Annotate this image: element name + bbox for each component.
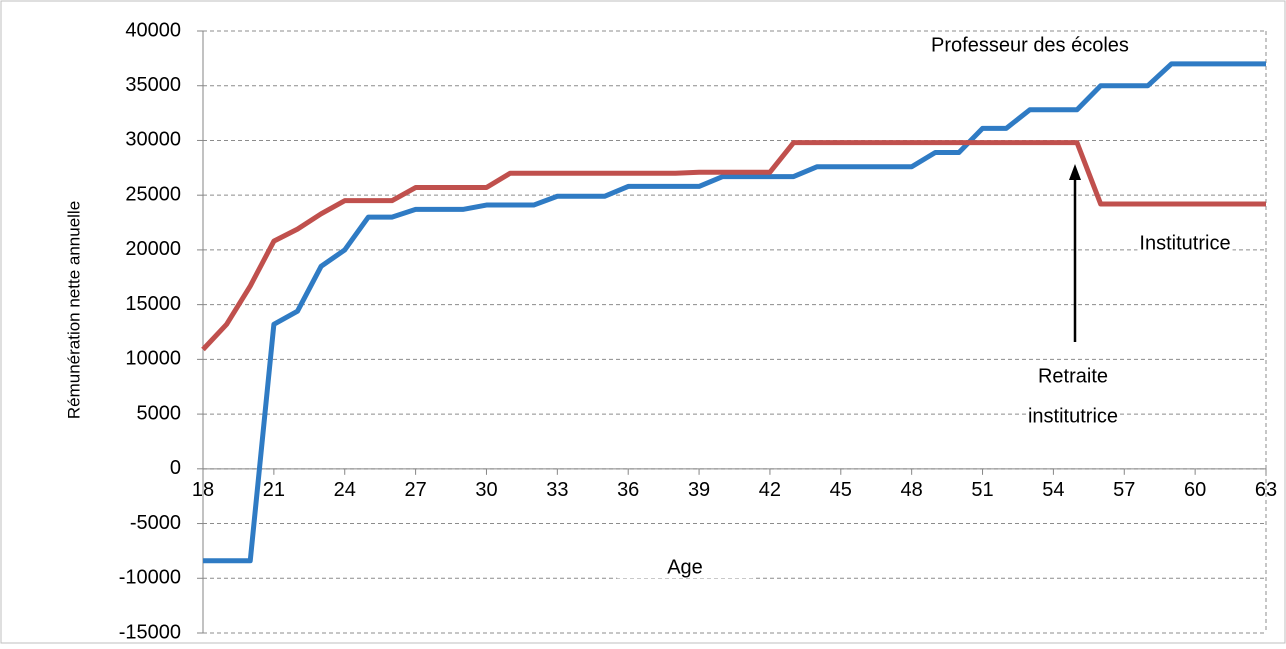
label-background — [1025, 405, 1121, 428]
x-tick-label: 54 — [1042, 479, 1064, 501]
annotation: Retraite — [1038, 365, 1108, 387]
series-label: Professeur des écoles — [931, 34, 1129, 56]
labels: -15000 -10000 -5000 0 5000 10000 15000 20000 250… — [119, 19, 1277, 643]
series-label: Institutrice — [1139, 232, 1230, 254]
y-tick-label: 25000 — [125, 183, 181, 205]
y-tick-label: 30000 — [125, 129, 181, 151]
y-tick-label: 35000 — [125, 74, 181, 96]
x-tick-label: 24 — [334, 479, 356, 501]
y-tick-label: 5000 — [137, 402, 182, 424]
y-tick-label: -10000 — [119, 567, 181, 589]
lines — [201, 61, 1266, 564]
y-tick-label: 0 — [170, 457, 181, 479]
y-tick-label: 15000 — [125, 293, 181, 315]
x-tick-label: 33 — [546, 479, 568, 501]
x-tick-label: 45 — [830, 479, 852, 501]
annotation-arrowhead — [1069, 164, 1081, 180]
annotation: institutrice — [1028, 405, 1118, 427]
y-tick-label: 40000 — [125, 19, 181, 41]
label-background — [1137, 232, 1233, 255]
x-tick-label: 51 — [971, 479, 993, 501]
label-background — [929, 34, 1131, 57]
x-tick-label: 18 — [192, 479, 214, 501]
x-tick-label: 63 — [1255, 479, 1277, 501]
y-tick-label: -5000 — [130, 512, 181, 534]
series-line — [203, 61, 1266, 564]
y-axis-label: Rémunération nette annuelle — [64, 201, 83, 419]
x-tick-label: 48 — [901, 479, 923, 501]
x-tick-label: 60 — [1184, 479, 1206, 501]
x-tick-label: 36 — [617, 479, 639, 501]
grid — [197, 30, 1267, 634]
label-background — [1035, 365, 1111, 388]
y-tick-label: 20000 — [125, 238, 181, 260]
series-line — [201, 140, 1266, 352]
y-tick-label: 10000 — [125, 348, 181, 370]
x-tick-label: 21 — [263, 479, 285, 501]
label-background — [617, 556, 753, 579]
x-tick-label: 39 — [688, 479, 710, 501]
x-tick-label: 30 — [475, 479, 497, 501]
x-axis-label: Age — [667, 556, 703, 578]
y-tick-label: -15000 — [119, 621, 181, 643]
x-tick-label: 57 — [1113, 479, 1135, 501]
x-tick-label: 42 — [759, 479, 781, 501]
x-tick-label: 27 — [404, 479, 426, 501]
